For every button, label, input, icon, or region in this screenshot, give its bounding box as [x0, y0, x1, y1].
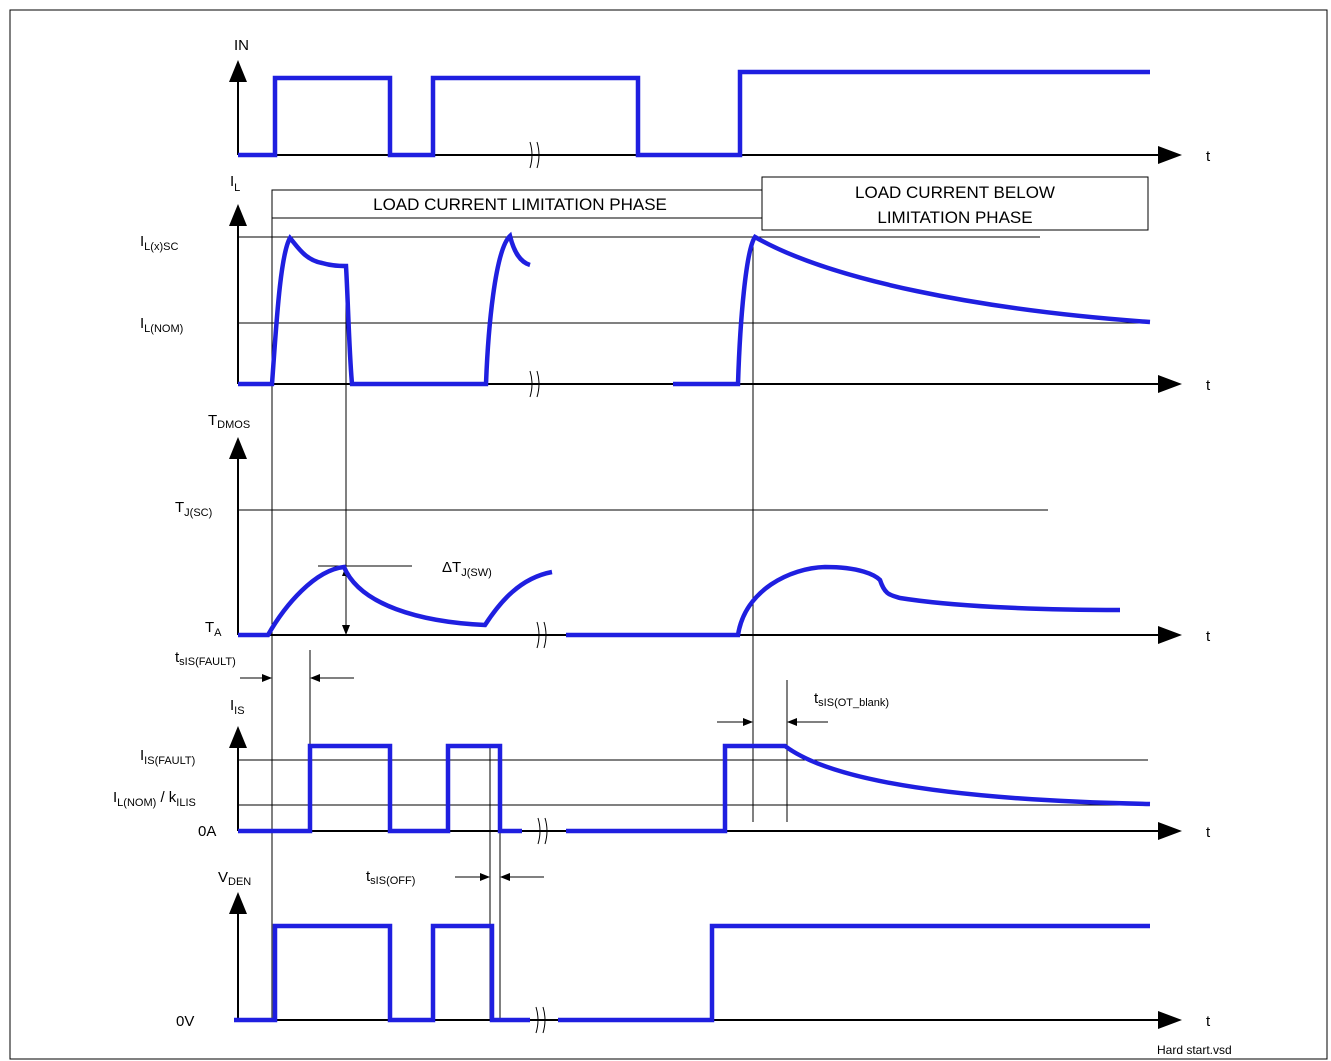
in-label: IN	[234, 37, 249, 54]
tdmos-waveform-1	[238, 564, 553, 638]
break-marks	[529, 141, 548, 1034]
ta-label: TA	[205, 619, 222, 639]
iis-label: IIS	[230, 697, 245, 717]
t-fault-label: tsIS(FAULT)	[175, 649, 236, 668]
vden-label: VDEN	[218, 869, 251, 888]
in-waveform	[238, 69, 1150, 158]
below-limitation-phase-line1: LOAD CURRENT BELOW	[855, 183, 1055, 202]
signal-labels: IN IL TDMOS IIS VDEN	[208, 37, 251, 888]
iis-fault-label: IIS(FAULT)	[140, 747, 195, 767]
il-label: IL	[230, 173, 240, 194]
below-limitation-phase-line2: LIMITATION PHASE	[877, 208, 1032, 227]
waveforms	[234, 69, 1151, 1023]
timing-lines	[262, 190, 788, 1020]
t-off-label: tsIS(OFF)	[366, 868, 415, 887]
tdmos-label: TDMOS	[208, 412, 250, 431]
time-label-tdmos: t	[1206, 628, 1211, 645]
phase-boxes: LOAD CURRENT LIMITATION PHASE LOAD CURRE…	[271, 176, 1149, 231]
zero-a-label: 0A	[198, 823, 216, 840]
time-label-il: t	[1206, 377, 1211, 394]
tdmos-waveform-2	[566, 564, 1121, 638]
vden-waveform-1	[234, 923, 530, 1023]
zero-v-label: 0V	[176, 1013, 194, 1030]
diagram-frame	[9, 9, 1328, 1060]
iis-waveform-1	[238, 743, 522, 834]
il-sc-label: IL(x)SC	[140, 233, 178, 253]
timing-arrows	[240, 674, 828, 881]
delta-tj-label: ΔTJ(SW)	[442, 559, 492, 579]
reference-lines	[238, 236, 1148, 806]
level-labels: IL(x)SC IL(NOM) TJ(SC) TA IIS(FAULT) IL(…	[113, 233, 222, 1030]
time-label-iis: t	[1206, 824, 1211, 841]
il-waveform-1	[238, 231, 531, 387]
il-nom-k-label: IL(NOM) / kILIS	[113, 789, 196, 809]
tj-sc-label: TJ(SC)	[175, 499, 212, 519]
t-ot-blank-label: tsIS(OT_blank)	[814, 690, 889, 709]
il-waveform-2	[673, 234, 1151, 387]
time-label-vden: t	[1206, 1013, 1211, 1030]
timing-labels: ΔTJ(SW) tsIS(FAULT) tsIS(OT_blank) tsIS(…	[175, 559, 889, 887]
time-labels: t t t t t	[1206, 148, 1211, 1030]
footer-filename: Hard start.vsd	[1157, 1043, 1232, 1057]
il-nom-label: IL(NOM)	[140, 315, 183, 335]
iis-waveform-2	[566, 743, 1151, 834]
time-label-in: t	[1206, 148, 1211, 165]
limitation-phase-label: LOAD CURRENT LIMITATION PHASE	[373, 195, 667, 214]
vden-waveform-2	[558, 923, 1150, 1023]
